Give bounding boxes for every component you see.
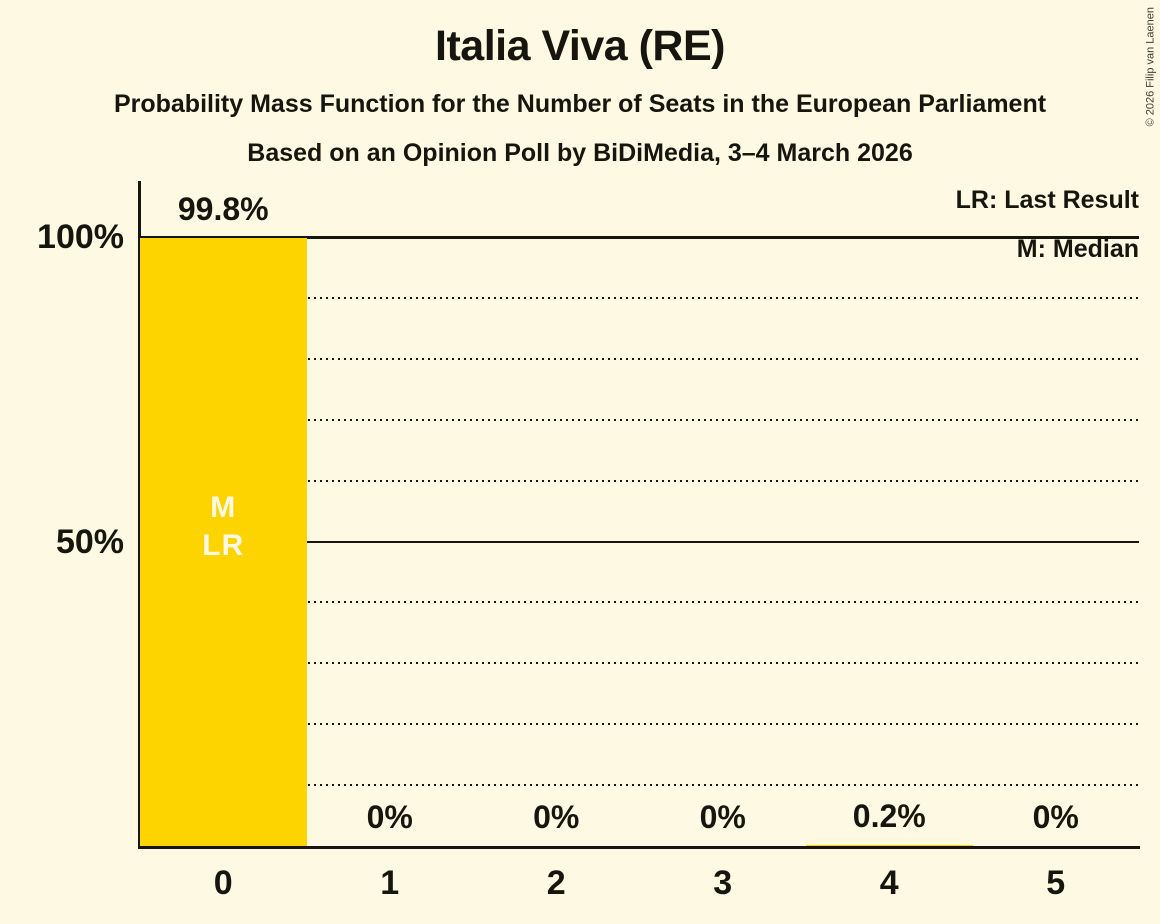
gridline-dotted-10pct (140, 784, 1139, 787)
chart-source-line: Based on an Opinion Poll by BiDiMedia, 3… (247, 139, 913, 167)
bar-annotation-line: LR (202, 529, 245, 563)
y-tick-label-50: 50% (55, 522, 124, 561)
y-axis-line (138, 181, 141, 849)
bar-seats-0 (140, 238, 307, 846)
x-tick-label-3: 3 (713, 864, 733, 902)
bar-value-label-2: 0% (533, 799, 580, 835)
gridline-dotted-40pct (140, 601, 1139, 604)
x-tick-label-1: 1 (380, 864, 400, 902)
gridline-dotted-80pct (140, 357, 1139, 360)
x-tick-label-2: 2 (546, 864, 566, 902)
bar-annotation-0: M LR (140, 489, 307, 565)
bar-value-label-3: 0% (699, 799, 746, 835)
y-tick-label-100: 100% (37, 218, 124, 256)
plot-area: 99.8% M LR 0% 0% 0% 0.2% 0% (140, 182, 1139, 846)
bar-annotation-line: M (210, 491, 237, 525)
gridline-dotted-90pct (140, 296, 1139, 299)
bar-value-label-0: 99.8% (177, 191, 269, 228)
bar-value-label-4: 0.2% (852, 797, 926, 834)
gridline-dotted-60pct (140, 479, 1139, 482)
legend-median: M: Median (1016, 235, 1139, 263)
x-tick-label-4: 4 (879, 864, 899, 902)
x-tick-label-5: 5 (1046, 864, 1066, 902)
bar-value-label-5: 0% (1032, 799, 1079, 835)
legend-last-result: LR: Last Result (955, 186, 1139, 214)
page-title: Italia Viva (RE) (435, 22, 725, 70)
gridline-solid-100pct (140, 236, 1139, 239)
x-tick-label-0: 0 (213, 864, 233, 902)
gridline-dotted-20pct (140, 723, 1139, 726)
chart-subtitle: Probability Mass Function for the Number… (113, 90, 1047, 118)
gridline-dotted-70pct (140, 418, 1139, 421)
bar-value-label-1: 0% (366, 799, 413, 835)
gridline-dotted-30pct (140, 662, 1139, 665)
bar-seats-4 (806, 844, 973, 846)
gridline-solid-50pct (140, 540, 1139, 543)
copyright-notice: © 2026 Filip van Laenen (1144, 7, 1156, 127)
x-axis-line (138, 846, 1140, 849)
